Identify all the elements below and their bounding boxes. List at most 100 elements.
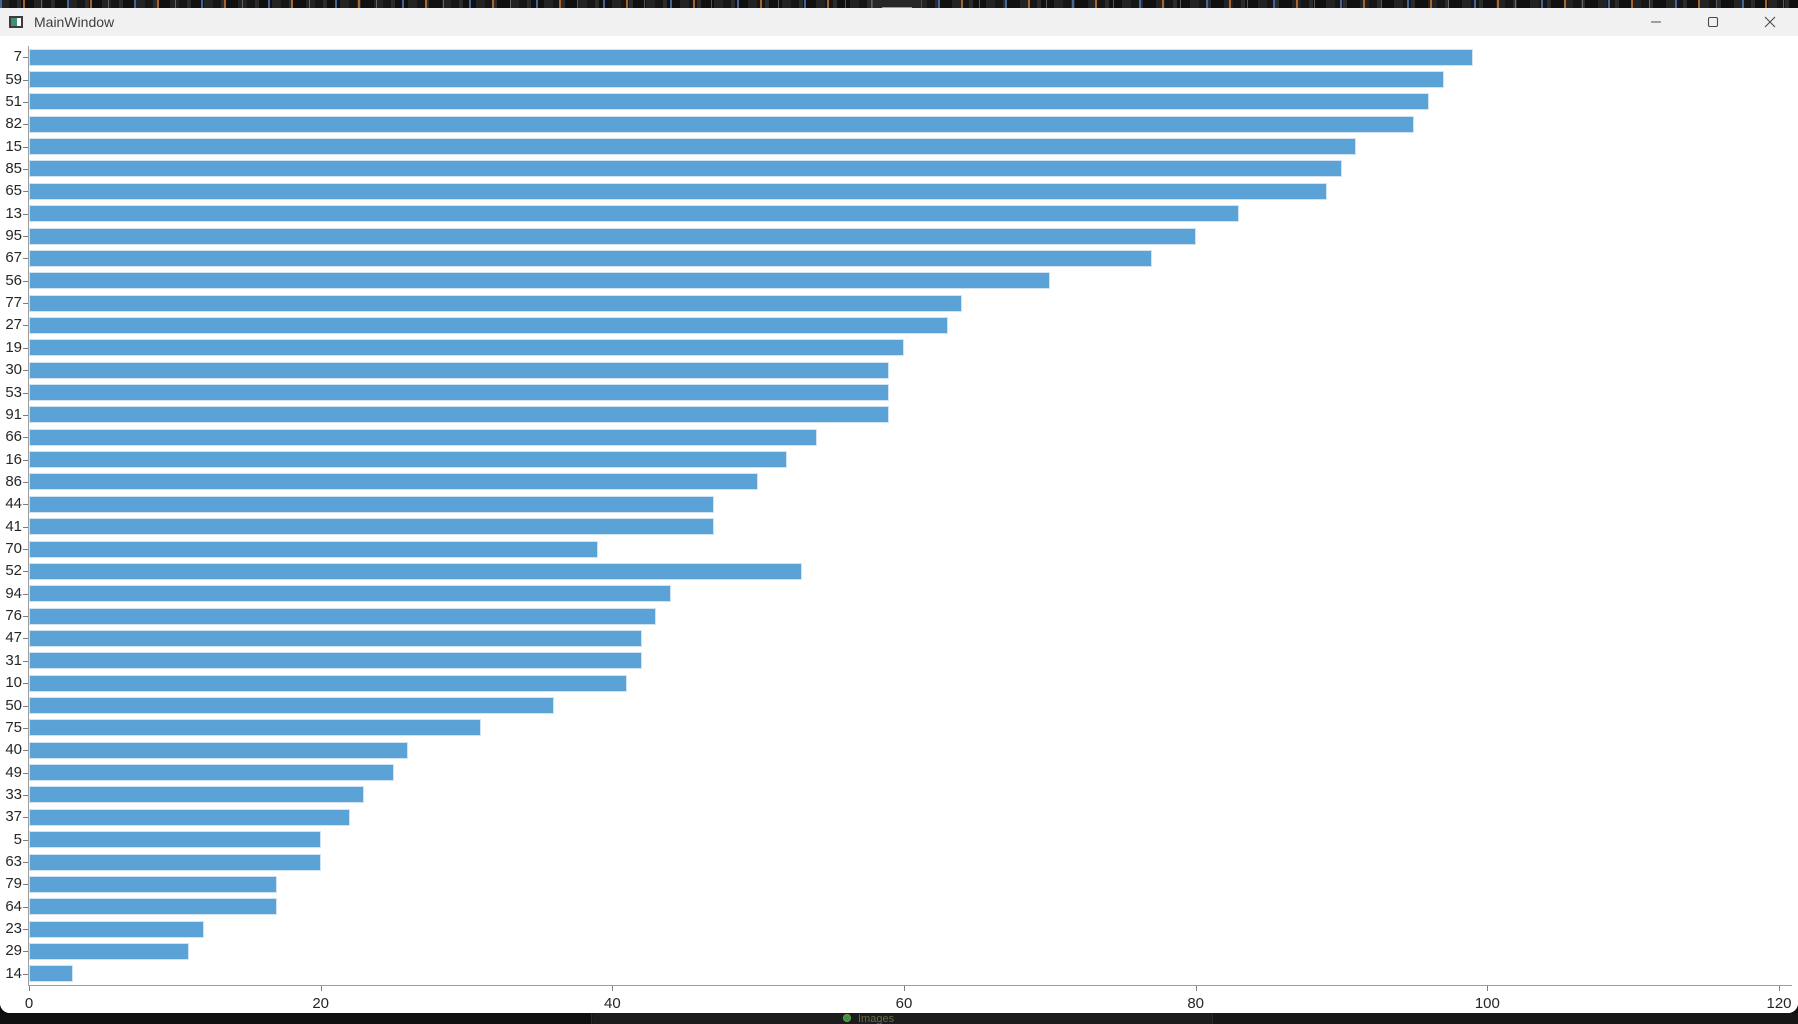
x-tick	[1487, 986, 1489, 991]
y-tick	[23, 504, 28, 506]
bar	[29, 853, 321, 871]
y-tick	[23, 325, 28, 327]
close-button[interactable]	[1741, 8, 1798, 36]
bar	[29, 607, 657, 625]
y-tick	[23, 191, 28, 193]
taskbar-segment	[0, 1013, 592, 1024]
y-tick-label: 31	[5, 651, 22, 669]
y-tick	[23, 973, 28, 975]
bar	[29, 451, 788, 469]
y-tick-label: 5	[13, 830, 22, 848]
bar	[29, 540, 598, 558]
bar	[29, 652, 642, 670]
y-tick	[23, 884, 28, 886]
y-tick	[23, 236, 28, 238]
bar	[29, 808, 350, 826]
y-tick	[23, 929, 28, 931]
bar	[29, 764, 394, 782]
y-tick-label: 19	[5, 338, 22, 356]
bar	[29, 719, 482, 737]
y-tick	[23, 839, 28, 841]
bar	[29, 93, 1429, 111]
y-tick	[23, 794, 28, 796]
bar	[29, 361, 890, 379]
y-tick	[23, 57, 28, 59]
y-tick	[23, 616, 28, 618]
y-tick-label: 67	[5, 249, 22, 267]
y-tick	[23, 772, 28, 774]
y-tick-label: 13	[5, 204, 22, 222]
y-tick-label: 51	[5, 92, 22, 110]
bar	[29, 585, 671, 603]
bar	[29, 384, 890, 402]
titlebar[interactable]: MainWindow	[0, 8, 1798, 36]
x-tick	[612, 986, 614, 991]
y-tick	[23, 79, 28, 81]
bar	[29, 227, 1196, 245]
bar	[29, 942, 190, 960]
maximize-button[interactable]	[1684, 8, 1741, 36]
bar	[29, 965, 73, 983]
y-tick-label: 23	[5, 920, 22, 938]
x-axis-line	[28, 985, 1792, 986]
y-tick-label: 82	[5, 115, 22, 133]
y-tick	[23, 727, 28, 729]
background-taskbar-edge: Images	[0, 1013, 1798, 1024]
y-tick	[23, 437, 28, 439]
window-controls	[1627, 8, 1798, 36]
y-tick-label: 64	[5, 897, 22, 915]
bar	[29, 71, 1444, 89]
y-tick	[23, 705, 28, 707]
y-tick	[23, 213, 28, 215]
bar	[29, 205, 1240, 223]
y-tick-label: 30	[5, 361, 22, 379]
y-tick	[23, 638, 28, 640]
y-tick	[23, 817, 28, 819]
x-tick	[1779, 986, 1780, 991]
y-tick	[23, 303, 28, 305]
y-tick-label: 41	[5, 517, 22, 535]
bar	[29, 920, 204, 938]
main-window: MainWindow 7 59 51 82 15 85 65 13 95 67 56 77 27 19 30…	[0, 8, 1798, 1013]
y-tick-label: 50	[5, 696, 22, 714]
x-tick-label: 60	[895, 995, 913, 1012]
y-tick-label: 29	[5, 942, 22, 960]
y-tick	[23, 549, 28, 551]
minimize-button[interactable]	[1627, 8, 1684, 36]
y-tick	[23, 258, 28, 260]
y-tick-label: 94	[5, 584, 22, 602]
bar	[29, 831, 321, 849]
bar-chart: 7 59 51 82 15 85 65 13 95 67 56 77 27 19 30 53 91 66 16 86 4…	[0, 36, 1798, 1013]
y-tick-label: 85	[5, 159, 22, 177]
y-tick	[23, 370, 28, 372]
bar	[29, 674, 627, 692]
bar	[29, 786, 365, 804]
y-tick-label: 7	[13, 48, 22, 66]
bar	[29, 473, 759, 491]
taskbar-segment	[593, 1013, 1213, 1024]
bar	[29, 518, 715, 536]
window-title: MainWindow	[34, 14, 115, 30]
bar	[29, 160, 1342, 178]
y-axis-line	[28, 46, 29, 985]
y-tick	[23, 101, 28, 103]
x-tick	[320, 986, 322, 991]
y-tick	[23, 593, 28, 595]
y-tick-label: 52	[5, 562, 22, 580]
bar	[29, 495, 715, 513]
x-tick-label: 80	[1187, 995, 1204, 1012]
x-tick-label: 20	[312, 995, 329, 1012]
bar	[29, 898, 277, 916]
x-tick-label: 100	[1474, 995, 1500, 1012]
maximize-icon	[1707, 16, 1718, 28]
y-tick-label: 10	[5, 674, 22, 692]
y-tick-label: 75	[5, 718, 22, 736]
bar	[29, 875, 277, 893]
bar	[29, 562, 802, 580]
y-tick-label: 70	[5, 540, 22, 558]
y-tick	[23, 168, 28, 170]
y-tick	[23, 280, 28, 282]
y-tick-label: 33	[5, 785, 22, 803]
y-tick-label: 15	[5, 137, 22, 155]
